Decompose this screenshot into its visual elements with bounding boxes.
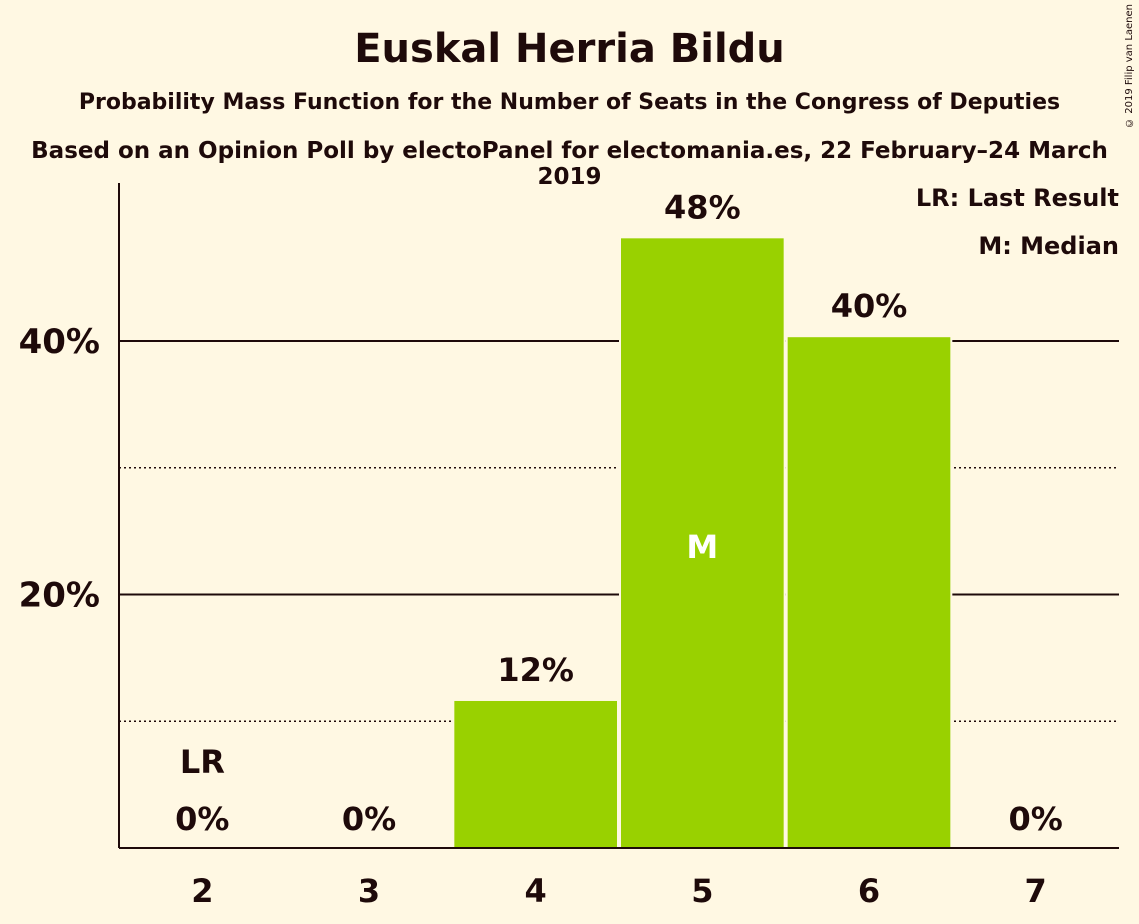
bar-value-label-4: 12%: [497, 651, 574, 689]
x-tick-label-7: 7: [1025, 872, 1047, 910]
bar-6: [787, 337, 951, 848]
x-tick-label-2: 2: [191, 872, 213, 910]
x-tick-label-4: 4: [525, 872, 547, 910]
bar-value-label-3: 0%: [342, 800, 396, 838]
y-tick-label-1: 40%: [19, 322, 100, 362]
median-marker: M: [686, 528, 718, 566]
bar-value-label-2: 0%: [175, 800, 229, 838]
chart-title: Euskal Herria Bildu: [354, 26, 785, 72]
x-tick-label-3: 3: [358, 872, 380, 910]
legend-last-result: LR: Last Result: [915, 184, 1119, 212]
bar-value-label-6: 40%: [831, 287, 908, 325]
bar-value-label-7: 0%: [1009, 800, 1063, 838]
x-tick-label-6: 6: [858, 872, 880, 910]
bar-4: [454, 700, 617, 848]
chart-source: Based on an Opinion Poll by electoPanel …: [31, 138, 1108, 190]
bar-value-label-5: 48%: [664, 188, 741, 226]
last-result-marker: LR: [180, 743, 225, 781]
y-tick-label-0: 20%: [19, 576, 100, 616]
legend-median: M: Median: [978, 232, 1119, 260]
x-tick-label-5: 5: [691, 872, 713, 910]
chart-subtitle: Probability Mass Function for the Number…: [78, 90, 1061, 115]
bar-5: [621, 238, 784, 848]
